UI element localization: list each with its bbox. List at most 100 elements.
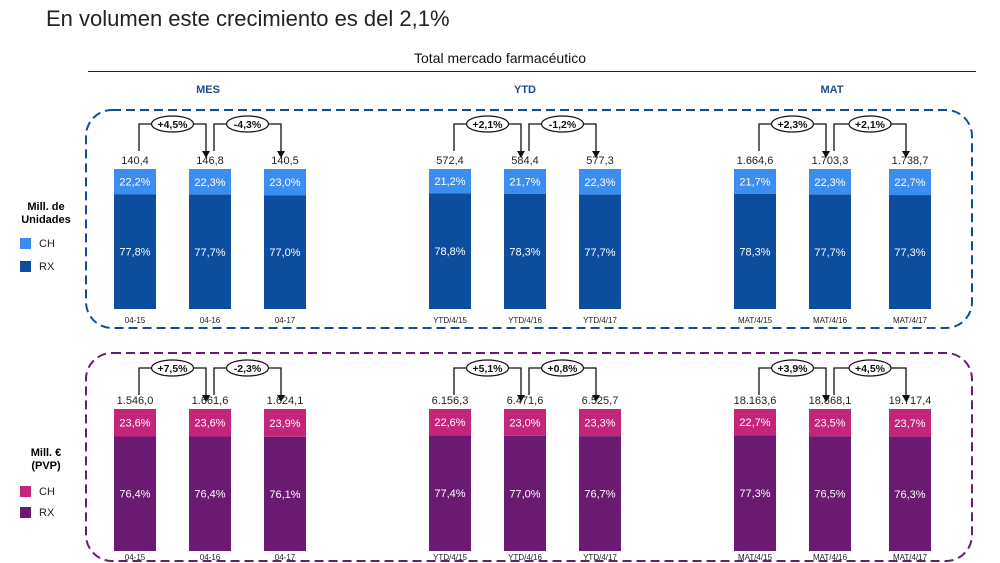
growth-arrowhead [277, 151, 285, 158]
bar-segment-rx [889, 436, 931, 551]
bar-label-ch: 22,6% [434, 417, 465, 429]
growth-oval [848, 115, 892, 133]
bar-label-ch: 23,7% [894, 418, 925, 430]
growth-label: +4,5% [855, 363, 886, 375]
bar-segment-ch [734, 169, 776, 194]
growth-arrowhead [902, 151, 910, 158]
bar-label-ch: 22,2% [119, 177, 150, 189]
panel-label-line: Mill. € [30, 447, 62, 459]
bar-label-ch: 22,7% [894, 177, 925, 189]
bar-label-ch: 22,3% [814, 177, 845, 189]
bar-label-ch: 22,7% [739, 417, 770, 429]
bar-total-label: 18.868,1 [809, 395, 852, 407]
bar-label-ch: 22,3% [584, 177, 615, 189]
legend-units: CH RX [20, 238, 90, 278]
x-tick-label: 04-15 [125, 553, 146, 562]
x-tick-label: MAT/4/17 [893, 553, 928, 562]
legend-label: CH [39, 238, 55, 250]
growth-arrowhead [202, 395, 210, 402]
bar-label-rx: 77,8% [119, 247, 150, 259]
x-tick-label: 04-15 [125, 316, 146, 325]
bar-segment-rx [809, 194, 851, 309]
legend-swatch-ch [20, 486, 31, 497]
growth-label: +4,5% [157, 119, 188, 131]
x-tick-label: MAT/4/15 [738, 316, 773, 325]
bar-total-label: 1.546,0 [117, 395, 154, 407]
x-tick-label: 04-17 [275, 553, 296, 562]
growth-label: +5,1% [472, 363, 503, 375]
bar-label-rx: 77,3% [739, 488, 770, 500]
x-tick-label: 04-16 [200, 553, 221, 562]
bar-label-ch: 23,3% [584, 418, 615, 430]
growth-label: +2,3% [777, 119, 808, 131]
growth-oval [465, 115, 510, 133]
bar-label-rx: 77,0% [269, 247, 300, 259]
growth-label: +3,9% [777, 363, 808, 375]
growth-oval [540, 359, 585, 377]
legend-label: RX [39, 261, 55, 273]
growth-arrowhead [822, 151, 830, 158]
bar-total-label: 18.163,6 [734, 395, 777, 407]
bar-label-rx: 77,7% [194, 247, 225, 259]
growth-label: +2,1% [855, 119, 886, 131]
bar-label-ch: 23,6% [119, 418, 150, 430]
bar-segment-ch [734, 409, 776, 436]
growth-arrowhead [822, 395, 830, 402]
bar-segment-ch [264, 409, 306, 437]
bar-label-ch: 21,2% [434, 176, 465, 188]
growth-label: +2,1% [472, 119, 503, 131]
bar-label-ch: 23,0% [509, 417, 540, 429]
bar-label-ch: 23,9% [269, 418, 300, 430]
bar-segment-rx [504, 193, 546, 309]
bar-segment-ch [429, 409, 471, 436]
bar-label-ch: 21,7% [509, 176, 540, 188]
legend-label: RX [39, 507, 55, 519]
panel-units-label: Mill. de Unidades [6, 201, 86, 227]
bar-label-rx: 78,3% [739, 246, 770, 258]
panel-frame [85, 109, 973, 329]
bar-label-rx: 76,7% [584, 489, 615, 501]
bar-segment-ch [189, 409, 231, 437]
growth-oval [465, 359, 510, 377]
legend-item-rx: RX [20, 261, 54, 273]
growth-arrowhead [202, 151, 210, 158]
bar-segment-ch [114, 169, 156, 195]
bar-segment-ch [504, 409, 546, 436]
growth-arrowhead [592, 395, 600, 402]
growth-arrowhead [592, 151, 600, 158]
bar-label-rx: 77,7% [814, 247, 845, 259]
bar-segment-ch [114, 409, 156, 437]
x-tick-label: YTD/4/15 [433, 316, 467, 325]
growth-arrowhead [517, 395, 525, 402]
legend-euro: CH RX [20, 486, 90, 526]
bar-segment-ch [264, 169, 306, 196]
growth-oval [540, 115, 585, 133]
bar-total-label: 577,3 [586, 155, 614, 167]
panel-label-line: Unidades [21, 214, 71, 226]
bar-label-ch: 23,6% [194, 418, 225, 430]
growth-label: -4,3% [234, 119, 262, 131]
bar-label-rx: 77,0% [509, 488, 540, 500]
bar-total-label: 6.156,3 [432, 395, 469, 407]
bar-segment-ch [189, 169, 231, 195]
bar-segment-ch [889, 169, 931, 196]
bar-segment-ch [809, 409, 851, 437]
bar-label-ch: 22,3% [194, 177, 225, 189]
legend-swatch-ch [20, 238, 31, 249]
bar-label-rx: 78,8% [434, 246, 465, 258]
x-tick-label: YTD/4/15 [433, 553, 467, 562]
bar-total-label: 140,5 [271, 155, 299, 167]
growth-label: +7,5% [157, 363, 188, 375]
bar-segment-rx [809, 436, 851, 551]
group-header: YTD [514, 84, 536, 96]
panel-euro-label: Mill. € (PVP) [6, 447, 86, 473]
bar-total-label: 6.525,7 [582, 395, 619, 407]
x-tick-label: YTD/4/17 [583, 553, 617, 562]
bar-label-rx: 76,3% [894, 489, 925, 501]
x-tick-label: YTD/4/17 [583, 316, 617, 325]
growth-oval [770, 359, 815, 377]
x-tick-label: MAT/4/16 [813, 553, 848, 562]
bar-label-rx: 77,3% [894, 247, 925, 259]
bar-total-label: 572,4 [436, 155, 464, 167]
